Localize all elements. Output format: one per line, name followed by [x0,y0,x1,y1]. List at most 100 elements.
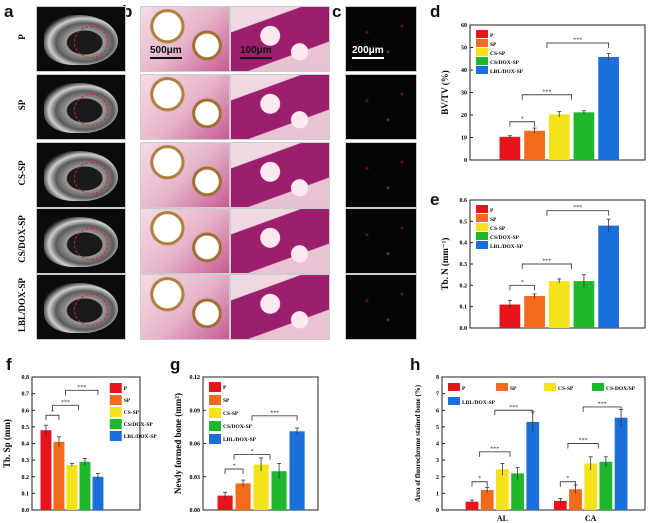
legend-swatch [109,395,122,405]
bar-cs-dox-sp [599,461,613,510]
legend-swatch [476,223,488,231]
significance-bracket [233,454,271,460]
x-tick-label: AL [497,514,508,523]
scale-bar-100: 100μm [240,45,272,59]
histology-low-mag-image [140,274,230,340]
significance-bracket [251,415,298,421]
histology-high-mag-image [230,74,330,140]
bar-cs-dox-sp [271,471,287,510]
legend-label: SP [490,217,497,223]
y-tick-label: 20 [461,113,467,119]
bar-lbl-dox-sp [614,417,628,510]
bar-lbl-dox-sp [289,431,305,510]
significance-bracket [224,468,244,474]
defect-outline [73,26,108,58]
y-tick-label: 0.8 [22,375,30,381]
y-tick-label: 0.0 [460,326,468,332]
legend-label: SP [223,398,230,404]
legend-swatch [209,395,221,405]
y-axis-label: BV/TV (%) [440,70,450,115]
significance-label: * [566,476,569,482]
significance-bracket [471,481,488,487]
bar-cs-dox-sp [511,473,524,510]
panel-label-e: e [430,190,440,209]
bar-p [499,304,521,328]
bar-sp [235,483,251,510]
bar-lbl-dox-sp [598,56,619,161]
significance-bracket [521,94,573,100]
defect-outline [73,294,108,326]
legend-label: CS/DOX-SP [124,422,154,428]
significance-bracket [479,451,511,457]
significance-label: * [478,476,481,482]
y-tick-label: 0.7 [22,392,30,398]
legend-label: CS-SP [124,410,140,416]
legend-swatch [209,421,221,431]
x-tick-label: CA [585,514,597,523]
bar-sp [53,441,65,510]
y-tick-label: 30 [461,91,467,97]
y-tick-label: 3 [436,458,439,464]
significance-label: *** [77,385,86,391]
bar-cs-sp [253,464,269,510]
legend-label: LBL/DOX-SP [223,437,257,443]
legend-swatch [109,383,122,393]
micro-ct-image [36,142,126,208]
significance-bracket [509,121,536,127]
bar-sp [569,489,582,510]
legend-label: LBL/DOX-SP [462,400,496,406]
bar-cs-sp [548,281,570,328]
y-axis-label: Tb. Sp (mm) [2,419,12,468]
legend-label: P [124,386,128,392]
panel-label-a: a [4,2,14,21]
histology-low-mag-image [140,142,230,208]
legend-swatch [544,383,556,391]
legend-swatch [476,39,488,47]
legend-swatch [476,205,488,213]
significance-label: *** [509,405,518,411]
scale-bar-500: 500μm [150,45,182,59]
y-tick-label: 5 [436,425,439,431]
significance-label: * [251,449,254,455]
significance-label: * [233,463,236,469]
bar-cs-dox-sp [573,112,595,160]
significance-bracket [559,481,576,487]
significance-label: *** [542,89,551,95]
histology-high-mag-image [230,6,330,72]
bar-p [499,136,521,160]
bar-p [40,430,52,510]
y-tick-label: 0.6 [22,408,30,414]
legend-label: SP [510,386,517,392]
significance-bracket [567,443,599,449]
bar-p [465,501,479,510]
legend-label: CS-DOX/SP [606,386,636,392]
significance-label: *** [61,400,70,406]
chart-f: 0.00.10.20.30.40.50.60.70.8Tb. Sp (mm)**… [2,375,157,514]
y-tick-label: 0.5 [460,219,468,225]
legend-label: CS/DOX-SP [490,235,520,241]
bar-cs-sp [584,463,598,510]
y-tick-label: 0.5 [22,425,30,431]
legend-label: CS-SP [223,411,239,417]
y-tick-label: 0.6 [460,198,468,204]
significance-bracket [494,409,534,416]
significance-label: * [51,410,54,416]
significance-label: *** [573,38,582,44]
scale-bar-200: 200μm [352,45,384,59]
scale-bar-label: 500μm [150,45,182,56]
significance-bracket [45,414,60,421]
fluorescence-image [345,74,417,140]
significance-bracket [521,263,573,269]
legend-swatch [476,66,488,74]
bar-p [553,500,567,510]
legend-label: CS/DOX-SP [223,424,253,430]
legend-swatch [476,214,488,222]
chart-h: 0 1 2 3 4 5 6 7 8 Area of fluorochrome stained bo… [414,375,646,523]
significance-label: * [521,280,524,286]
significance-bracket [52,404,79,411]
panel-label-h: h [410,355,421,374]
defect-outline [73,162,108,194]
micro-ct-image [36,74,126,140]
